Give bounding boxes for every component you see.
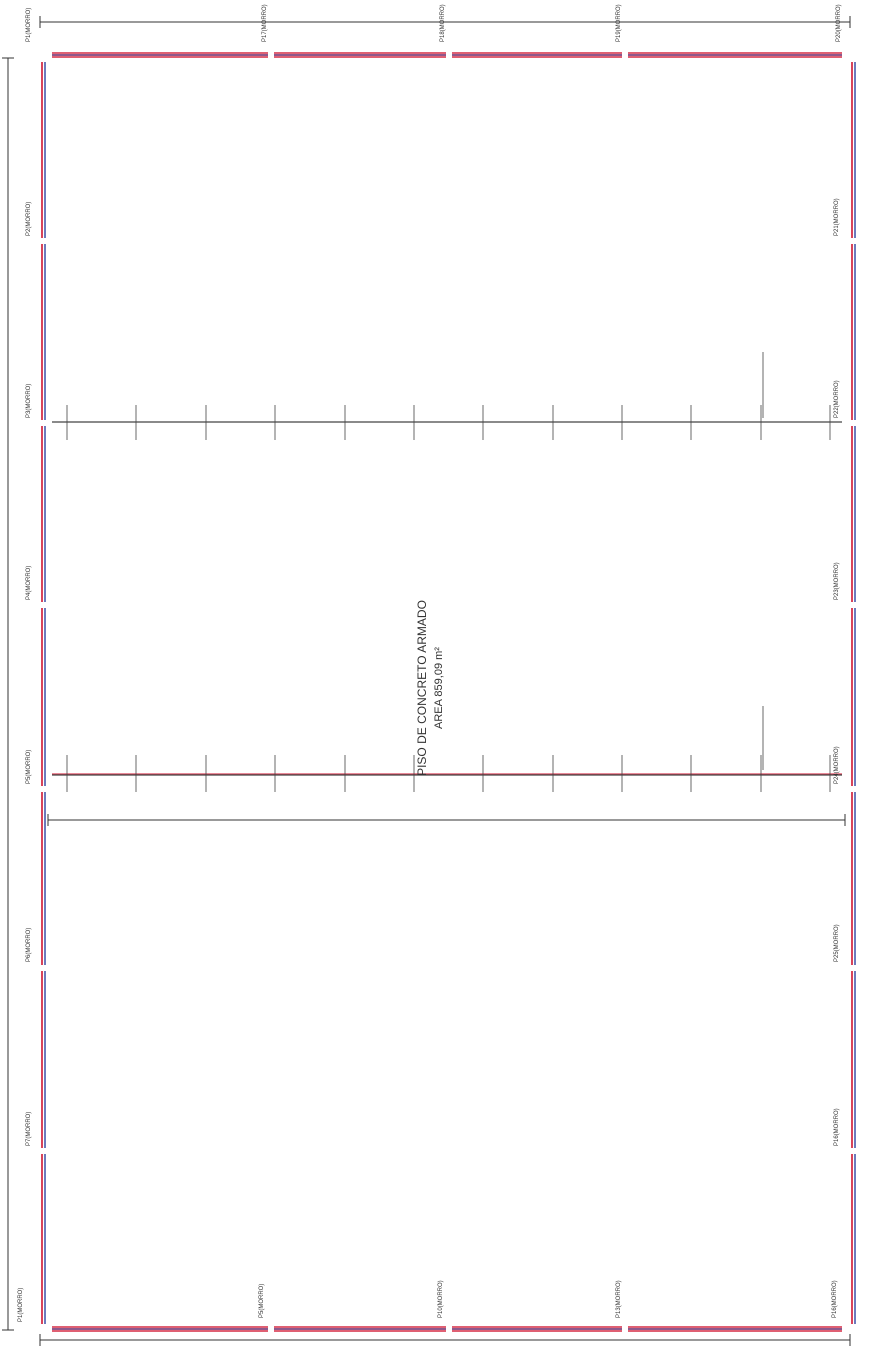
top-column-labels: P1(MORRO) P17(MORRO) P18(MORRO) P19(MORR… <box>26 4 842 42</box>
column-label: P16(MORRO) <box>834 1108 840 1146</box>
column-label: P23(MORRO) <box>834 562 840 600</box>
column-markers <box>40 50 858 1334</box>
center-label: PISO DE CONCRETO ARMADO AREA 859,09 m² <box>415 600 445 776</box>
column-label: P19(MORRO) <box>616 4 622 42</box>
bottom-column-labels: P1(MORRO) P5(MORRO) P10(MORRO) P13(MORRO… <box>18 1280 838 1322</box>
column-label: P20(MORRO) <box>836 4 842 42</box>
center-label-title: PISO DE CONCRETO ARMADO <box>415 600 429 776</box>
column-label: P7(MORRO) <box>26 1112 32 1146</box>
column-label: P1(MORRO) <box>18 1288 24 1322</box>
center-label-area: AREA 859,09 m² <box>433 647 445 729</box>
column-label: P18(MORRO) <box>440 4 446 42</box>
column-label: P2(MORRO) <box>26 202 32 236</box>
walls <box>41 52 856 1332</box>
internal-beams <box>52 352 842 792</box>
column-label: P22(MORRO) <box>834 380 840 418</box>
dimension-lines <box>2 16 851 1346</box>
column-label: P24(MORRO) <box>834 746 840 784</box>
column-label: P10(MORRO) <box>438 1280 444 1318</box>
column-label: P1(MORRO) <box>26 8 32 42</box>
left-column-labels: P2(MORRO) P3(MORRO) P4(MORRO) P5(MORRO) … <box>26 202 32 1146</box>
column-label: P4(MORRO) <box>26 566 32 600</box>
column-label: P16(MORRO) <box>832 1280 838 1318</box>
column-label: P5(MORRO) <box>26 750 32 784</box>
column-label: P3(MORRO) <box>26 384 32 418</box>
column-label: P17(MORRO) <box>262 4 268 42</box>
right-column-labels: P21(MORRO) P22(MORRO) P23(MORRO) P24(MOR… <box>834 198 840 1146</box>
column-label: P6(MORRO) <box>26 928 32 962</box>
column-label: P5(MORRO) <box>259 1284 265 1318</box>
column-label: P25(MORRO) <box>834 924 840 962</box>
column-label: P21(MORRO) <box>834 198 840 236</box>
column-label: P13(MORRO) <box>616 1280 622 1318</box>
